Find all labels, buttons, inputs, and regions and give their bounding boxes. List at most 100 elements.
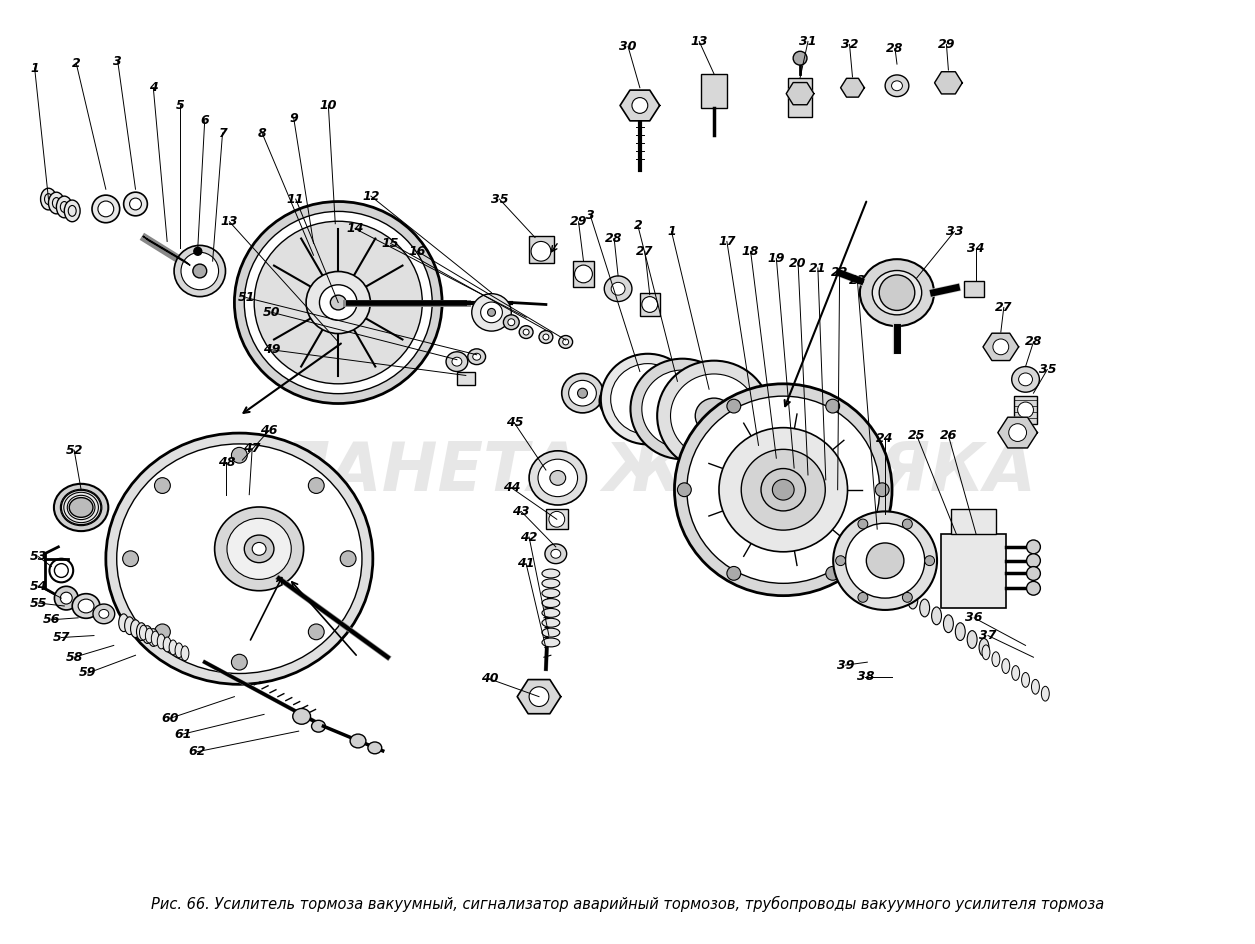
Ellipse shape: [611, 363, 685, 434]
Text: 43: 43: [512, 505, 530, 518]
Ellipse shape: [833, 512, 937, 610]
Text: 22: 22: [831, 266, 848, 279]
Ellipse shape: [92, 195, 119, 223]
Polygon shape: [998, 417, 1038, 448]
Ellipse shape: [129, 198, 142, 210]
Ellipse shape: [542, 598, 560, 608]
Text: 54: 54: [30, 580, 48, 593]
Ellipse shape: [306, 272, 370, 333]
Ellipse shape: [157, 634, 166, 649]
Ellipse shape: [530, 451, 586, 505]
Ellipse shape: [761, 468, 806, 511]
Text: 44: 44: [502, 481, 520, 495]
Ellipse shape: [604, 276, 633, 301]
Ellipse shape: [955, 623, 965, 640]
Circle shape: [1009, 424, 1027, 442]
Bar: [951, 510, 996, 534]
Circle shape: [123, 550, 138, 566]
Ellipse shape: [330, 295, 346, 310]
Ellipse shape: [1042, 686, 1049, 701]
Text: 29: 29: [570, 215, 587, 228]
Ellipse shape: [607, 391, 629, 412]
Circle shape: [60, 592, 73, 604]
Ellipse shape: [227, 518, 291, 580]
Bar: [941, 534, 1005, 608]
Text: 40: 40: [481, 672, 498, 685]
Text: 28: 28: [605, 232, 622, 245]
Ellipse shape: [896, 583, 906, 601]
Ellipse shape: [472, 294, 511, 331]
Ellipse shape: [69, 497, 93, 517]
Ellipse shape: [99, 610, 109, 618]
Text: 28: 28: [886, 42, 904, 55]
Circle shape: [858, 519, 867, 529]
Circle shape: [531, 242, 551, 261]
Circle shape: [309, 624, 324, 640]
Ellipse shape: [633, 385, 663, 413]
Circle shape: [925, 556, 935, 565]
Circle shape: [641, 296, 658, 312]
Circle shape: [902, 593, 912, 602]
Circle shape: [1027, 554, 1040, 567]
Ellipse shape: [860, 260, 934, 327]
Text: 58: 58: [65, 650, 83, 664]
Ellipse shape: [446, 352, 468, 372]
Text: 31: 31: [799, 35, 817, 48]
Circle shape: [1018, 402, 1033, 418]
Text: 12: 12: [363, 190, 379, 203]
Ellipse shape: [611, 282, 625, 295]
Text: 61: 61: [174, 728, 192, 741]
Text: 21: 21: [809, 261, 827, 275]
Ellipse shape: [630, 359, 734, 459]
Ellipse shape: [872, 271, 921, 315]
Circle shape: [858, 593, 867, 602]
Ellipse shape: [137, 623, 147, 640]
Ellipse shape: [542, 628, 560, 637]
Text: 33: 33: [945, 225, 963, 238]
Text: 47: 47: [243, 442, 261, 455]
Text: 24: 24: [876, 432, 894, 445]
Ellipse shape: [163, 637, 171, 651]
Ellipse shape: [117, 444, 361, 673]
Text: 4: 4: [149, 81, 158, 94]
Bar: [702, 74, 727, 109]
Circle shape: [54, 586, 78, 610]
Ellipse shape: [670, 374, 758, 458]
Ellipse shape: [931, 607, 941, 625]
Circle shape: [1027, 566, 1040, 581]
Text: 48: 48: [217, 456, 235, 468]
Text: 3: 3: [113, 55, 122, 68]
Ellipse shape: [146, 628, 153, 643]
Ellipse shape: [487, 309, 496, 316]
Ellipse shape: [866, 543, 904, 579]
Text: 7: 7: [218, 126, 227, 140]
Text: 46: 46: [260, 424, 277, 437]
Ellipse shape: [577, 388, 587, 398]
Bar: [546, 510, 567, 530]
Text: 39: 39: [837, 659, 855, 671]
Ellipse shape: [523, 329, 530, 335]
Polygon shape: [143, 237, 190, 265]
Ellipse shape: [139, 625, 147, 640]
Bar: [964, 281, 984, 296]
Text: 20: 20: [789, 257, 807, 270]
Ellipse shape: [174, 643, 183, 658]
Ellipse shape: [695, 398, 733, 433]
Text: 29: 29: [937, 38, 955, 51]
Text: 2: 2: [72, 57, 80, 70]
Ellipse shape: [119, 614, 128, 632]
Text: 41: 41: [517, 557, 535, 570]
Ellipse shape: [193, 264, 207, 278]
Text: 55: 55: [30, 597, 48, 610]
Ellipse shape: [1001, 659, 1010, 673]
Ellipse shape: [235, 201, 442, 403]
Circle shape: [902, 519, 912, 529]
Ellipse shape: [49, 193, 64, 214]
Circle shape: [1027, 582, 1040, 595]
Polygon shape: [786, 82, 814, 105]
Ellipse shape: [545, 544, 567, 564]
Circle shape: [231, 654, 247, 670]
Ellipse shape: [542, 618, 560, 627]
Ellipse shape: [350, 734, 366, 748]
Ellipse shape: [252, 543, 266, 555]
